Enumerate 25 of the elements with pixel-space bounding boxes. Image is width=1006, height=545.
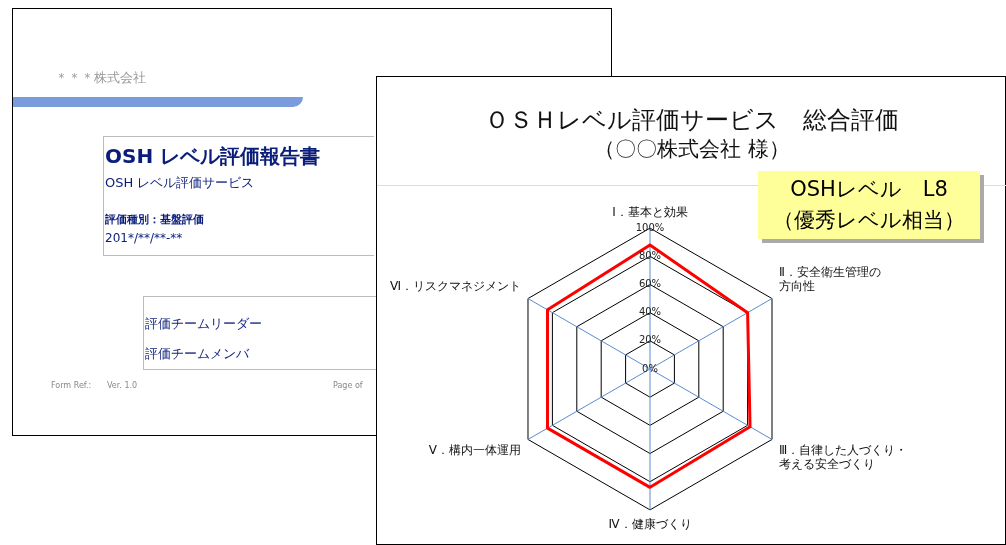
- spoke-label: Ⅱ．安全衛生管理の方向性: [778, 265, 881, 294]
- y-tick-label: 60%: [638, 278, 662, 290]
- spoke-label: Ⅵ．リスクマネジメント: [389, 279, 522, 294]
- spoke-label: Ⅴ．構内一体運用: [428, 442, 522, 457]
- text: Ver. 1.0: [107, 381, 138, 390]
- y-tick-label: 20%: [638, 334, 662, 346]
- text: OSHレベル L8: [789, 176, 949, 203]
- text: 評価チームメンバ: [145, 345, 249, 363]
- text: 評価チームリーダー: [145, 315, 262, 333]
- text: Form Ref.:: [51, 381, 92, 390]
- text: Page of: [333, 381, 363, 390]
- chart-title: ＯＳＨレベル評価サービス 総合評価: [484, 105, 900, 135]
- text: 評価種別：基盤評価: [105, 212, 204, 227]
- text: 201*/**/**-**: [105, 231, 183, 245]
- text: OSH レベル評価サービス: [105, 174, 255, 192]
- text: ＊＊＊株式会社: [55, 69, 146, 87]
- spoke-label: Ⅳ．健康づくり: [608, 517, 692, 532]
- spoke-label: Ⅰ．基本と効果: [612, 205, 688, 220]
- y-tick-label: 40%: [638, 306, 662, 318]
- text: OSH レベル評価報告書: [105, 143, 321, 170]
- text: （優秀レベル相当）: [772, 207, 966, 234]
- chart-subtitle: （〇〇株式会社 様）: [593, 136, 791, 163]
- y-tick-label: 100%: [635, 221, 665, 233]
- spoke-label: Ⅲ．自律した人づくり・考える安全づくり: [778, 442, 908, 472]
- y-tick-label: 80%: [638, 249, 662, 261]
